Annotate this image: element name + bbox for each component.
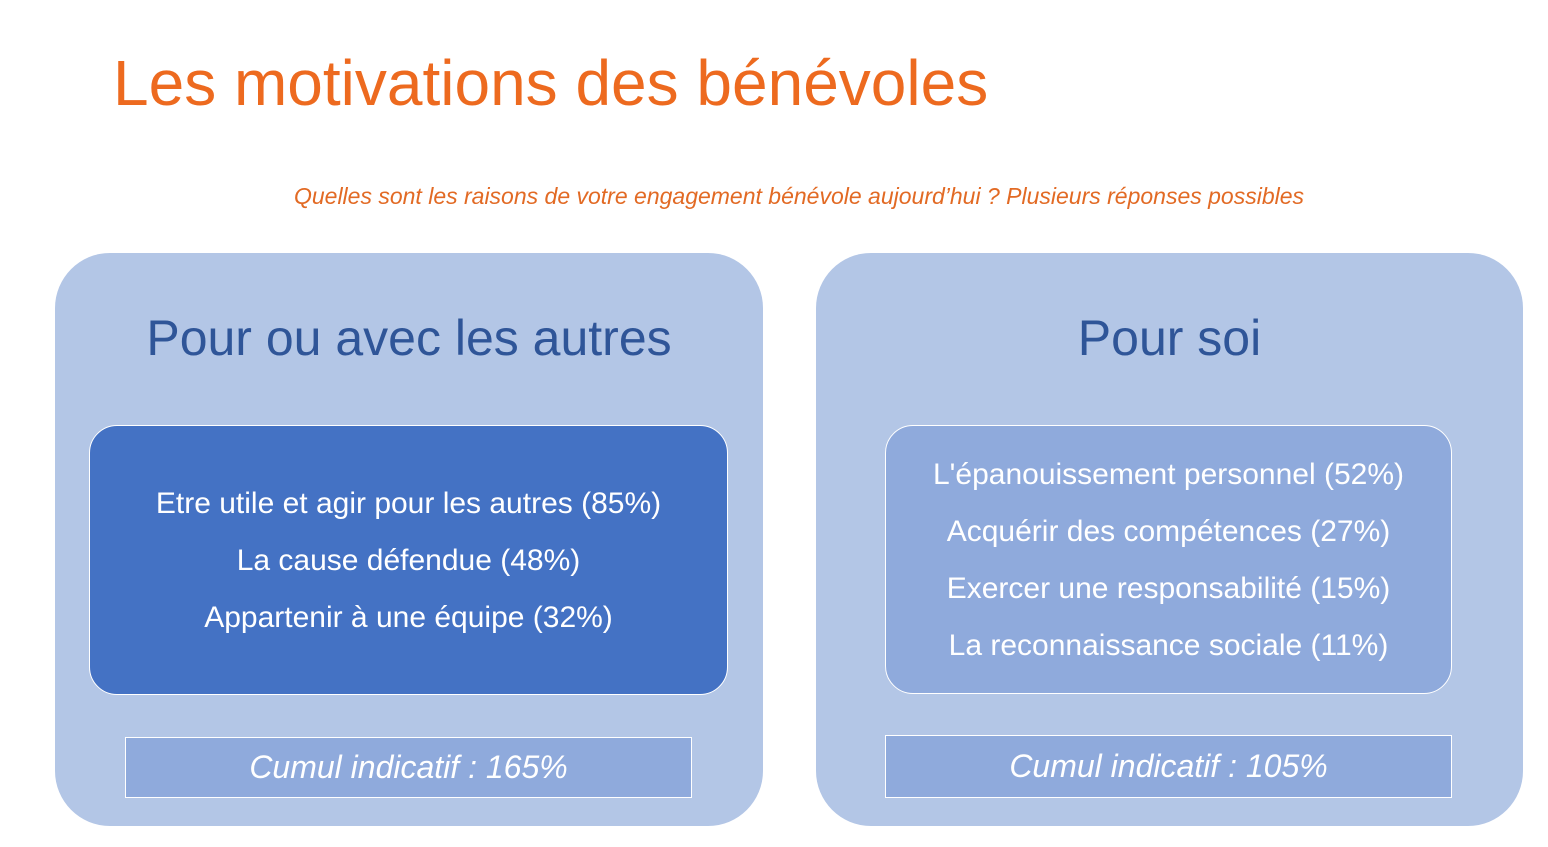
list-item: Exercer une responsabilité (15%) <box>946 571 1391 605</box>
motivations-list: L'épanouissement personnel (52%) Acquéri… <box>885 425 1452 694</box>
list-item: Appartenir à une équipe (32%) <box>204 600 613 634</box>
panel-self: Pour soi L'épanouissement personnel (52%… <box>816 253 1523 826</box>
list-item: Etre utile et agir pour les autres (85%) <box>155 486 662 520</box>
cumul-box: Cumul indicatif : 105% <box>885 735 1452 798</box>
list-item: La cause défendue (48%) <box>236 543 581 577</box>
panel-heading: Pour ou avec les autres <box>146 310 672 366</box>
panel-heading: Pour soi <box>1077 310 1262 366</box>
slide-title: Les motivations des bénévoles <box>113 47 989 119</box>
list-item: L'épanouissement personnel (52%) <box>932 457 1405 491</box>
list-item: Acquérir des compétences (27%) <box>946 514 1391 548</box>
panel-others: Pour ou avec les autres Etre utile et ag… <box>55 253 763 826</box>
list-item: La reconnaissance sociale (11%) <box>948 628 1389 662</box>
slide-subtitle: Quelles sont les raisons de votre engage… <box>293 183 1305 209</box>
cumul-box: Cumul indicatif : 165% <box>125 737 692 798</box>
motivations-list: Etre utile et agir pour les autres (85%)… <box>89 425 728 695</box>
